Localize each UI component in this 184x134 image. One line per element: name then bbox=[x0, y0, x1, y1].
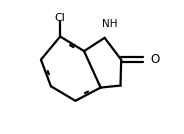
Text: NH: NH bbox=[102, 19, 118, 29]
Text: O: O bbox=[150, 53, 160, 66]
Text: Cl: Cl bbox=[55, 13, 66, 23]
